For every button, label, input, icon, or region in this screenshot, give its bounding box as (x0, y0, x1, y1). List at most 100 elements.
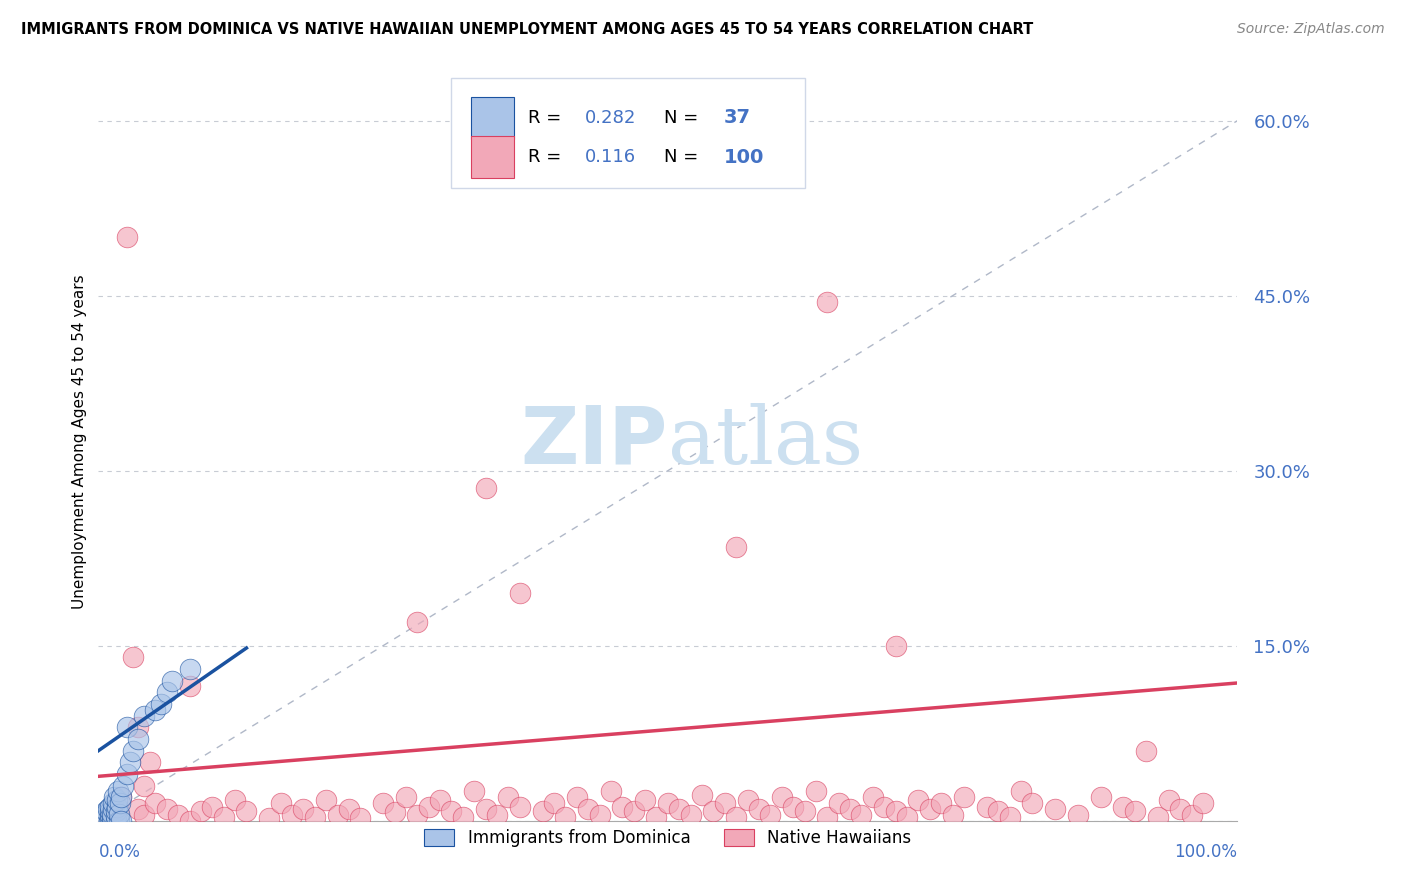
FancyBboxPatch shape (451, 78, 804, 187)
Point (554, 810, 576, 824)
Point (498, 790, 520, 805)
Point (702, 805, 724, 819)
Point (987, 805, 1010, 819)
Point (1123, 805, 1146, 819)
Point (104, 805, 127, 819)
Point (509, 586, 531, 600)
Point (259, 811, 281, 825)
Point (884, 639, 907, 653)
Point (839, 802, 862, 816)
Text: 0.0%: 0.0% (98, 844, 141, 862)
Point (918, 802, 941, 816)
Point (115, 767, 138, 781)
Point (668, 802, 690, 816)
Point (953, 790, 976, 805)
Point (828, 796, 851, 810)
Point (509, 799, 531, 814)
Text: 100.0%: 100.0% (1174, 844, 1237, 862)
Point (110, 790, 132, 805)
Point (657, 796, 679, 810)
Point (679, 807, 702, 822)
Point (576, 802, 599, 816)
Point (645, 810, 668, 824)
Point (337, 802, 360, 816)
Point (315, 792, 337, 806)
Point (98, 811, 121, 825)
Point (690, 788, 713, 802)
Point (862, 790, 884, 805)
Text: N =: N = (665, 148, 704, 166)
Point (101, 806, 124, 821)
Point (1067, 807, 1090, 822)
Text: atlas: atlas (668, 402, 863, 481)
Point (600, 784, 623, 798)
Point (942, 807, 965, 822)
Point (224, 792, 246, 806)
Point (725, 540, 748, 554)
Point (395, 790, 418, 805)
Point (1157, 792, 1180, 806)
Point (1135, 744, 1157, 758)
Point (105, 792, 128, 806)
Point (623, 805, 645, 819)
Point (179, 680, 201, 694)
Point (976, 799, 998, 814)
Point (998, 810, 1021, 824)
Point (104, 814, 127, 828)
Y-axis label: Unemployment Among Ages 45 to 54 years: Unemployment Among Ages 45 to 54 years (72, 274, 87, 609)
Point (474, 481, 496, 495)
Point (759, 807, 782, 822)
Point (1146, 810, 1168, 824)
Point (1021, 796, 1043, 810)
Point (98, 799, 121, 814)
Point (105, 799, 128, 814)
Point (815, 810, 838, 824)
Point (110, 790, 132, 805)
Point (588, 807, 610, 822)
Point (115, 720, 138, 734)
Point (884, 805, 907, 819)
Point (98, 807, 121, 822)
Point (770, 790, 793, 805)
Point (150, 697, 173, 711)
Point (132, 807, 155, 822)
Point (292, 802, 315, 816)
Point (929, 796, 952, 810)
Point (1112, 799, 1135, 814)
Point (179, 814, 201, 828)
Point (748, 802, 770, 816)
Point (103, 790, 125, 805)
Point (281, 807, 304, 822)
Legend: Immigrants from Dominica, Native Hawaiians: Immigrants from Dominica, Native Hawaiia… (418, 822, 918, 854)
Point (98, 805, 121, 819)
Point (121, 744, 143, 758)
Point (565, 790, 588, 805)
Point (851, 807, 873, 822)
Point (384, 805, 406, 820)
Point (115, 230, 138, 244)
Text: IMMIGRANTS FROM DOMINICA VS NATIVE HAWAIIAN UNEMPLOYMENT AMONG AGES 45 TO 54 YEA: IMMIGRANTS FROM DOMINICA VS NATIVE HAWAI… (21, 22, 1033, 37)
Point (873, 799, 896, 814)
Point (371, 796, 394, 810)
Point (145, 796, 167, 810)
Point (108, 806, 131, 821)
Point (101, 810, 124, 824)
Text: R =: R = (527, 148, 567, 166)
Point (103, 796, 125, 810)
Point (156, 802, 179, 816)
Point (145, 703, 167, 717)
Point (907, 792, 929, 806)
Text: Source: ZipAtlas.com: Source: ZipAtlas.com (1237, 22, 1385, 37)
Point (212, 810, 235, 824)
Point (97, 814, 120, 828)
Point (104, 809, 127, 823)
Point (107, 784, 129, 798)
Point (190, 805, 212, 819)
Text: 100: 100 (724, 148, 763, 167)
Point (451, 810, 474, 824)
Point (304, 810, 326, 824)
Point (120, 756, 142, 770)
Point (270, 796, 292, 810)
Point (1043, 802, 1066, 816)
Point (406, 807, 429, 822)
